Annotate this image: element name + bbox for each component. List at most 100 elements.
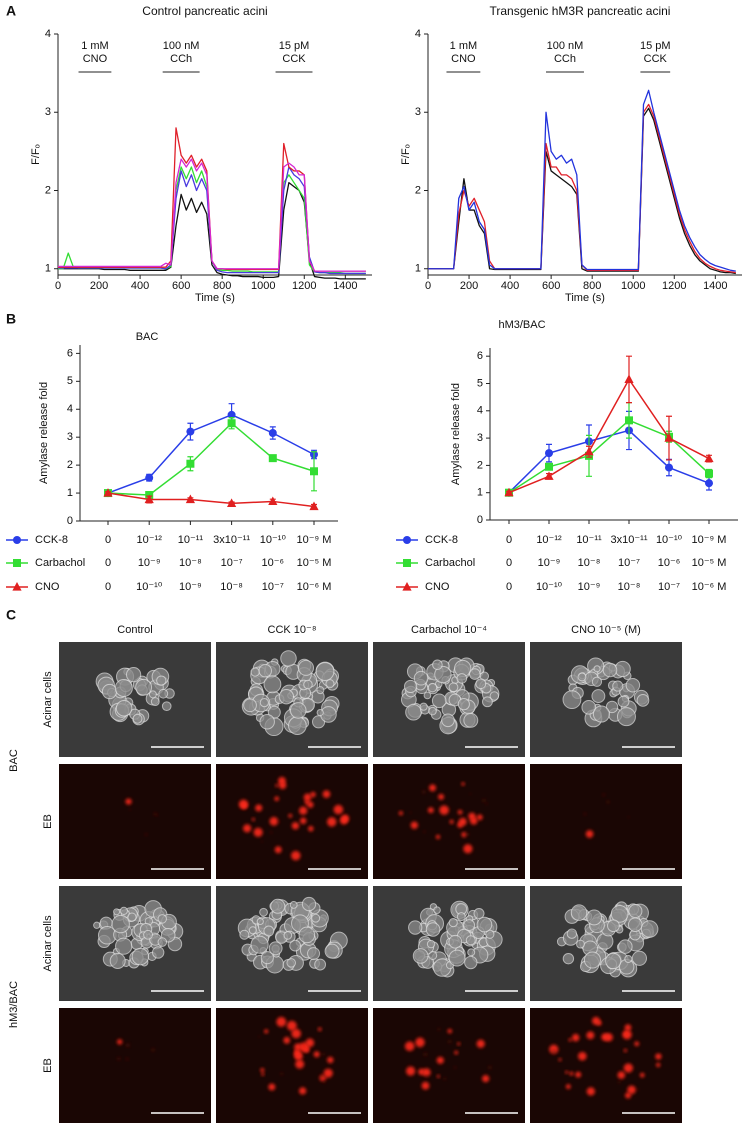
stain-spot [323,1068,333,1078]
data-point [186,427,195,436]
data-point [544,471,554,480]
data-point [584,446,594,456]
stain-spot [639,1072,645,1078]
stain-spot [313,1051,320,1058]
cell-outline [315,662,335,681]
cell-outline [283,931,293,940]
stain-spot [575,1071,582,1078]
stain-spot [317,1027,322,1032]
cell-outline [593,665,601,673]
stain-spot [426,1075,429,1078]
stain-spot [286,1020,297,1031]
stain-spot [421,790,426,794]
cell-outline [489,691,500,701]
stain-spot [291,822,300,830]
x-tick-label: 600 [172,280,190,292]
cell-outline [468,668,481,680]
stain-spot [656,1062,661,1068]
stain-spot [294,1043,302,1051]
trace [428,107,736,275]
x-tick-label: 0 [105,581,111,593]
image-background [59,642,211,757]
stain-spot [398,811,403,816]
cell-outline [425,922,441,937]
x-tick-label: 0 [506,581,512,593]
x-tick-label: 10⁻⁷ [658,581,680,593]
stain-spot [277,820,281,823]
image-background [59,1008,211,1123]
legend-label: Carbachol [35,557,85,569]
stimulus-label: 15 pM [640,40,671,52]
cell-outline [151,946,165,959]
x-tick-label: 10⁻⁹ [179,581,202,593]
stain-spot [125,1043,130,1048]
x-tick-label: 10⁻¹² [536,534,562,546]
series-line [107,422,315,496]
cell-outline [426,939,436,949]
x-tick-label: 10⁻⁹ [138,557,161,569]
cell-outline [463,712,479,728]
micrograph [373,642,525,757]
stain-spot [438,793,445,800]
chart-title: BAC [136,331,159,343]
y-tick-label: 3 [415,106,421,118]
column-header: CNO 10⁻⁵ (M) [571,624,641,636]
y-tick-label: 6 [477,350,483,362]
cell-outline [113,908,121,916]
y-tick-label: 1 [415,263,421,275]
trace [58,127,366,272]
micrograph [216,886,368,1001]
cell-outline [631,950,648,966]
stain-spot [409,811,412,814]
stain-spot [558,1058,562,1062]
data-point [227,410,236,419]
stain-spot [408,1064,411,1067]
chart-title: Control pancreatic acini [142,4,267,18]
cell-outline [434,665,452,684]
x-tick-label: 10⁻⁹ M [692,534,727,546]
stimulus-label: CCh [554,53,576,65]
trace [428,89,736,272]
cell-outline [583,951,601,969]
cell-outline [475,678,487,690]
data-point [227,419,236,428]
y-tick-label: 1 [45,263,51,275]
x-tick-label: 1400 [333,280,357,292]
stain-spot [406,1066,416,1076]
cell-outline [259,713,275,730]
stimulus-label: 100 nM [163,40,200,52]
image-background [59,764,211,879]
stain-spot [144,833,148,836]
column-header: Control [117,624,152,636]
stain-spot [268,1083,276,1091]
stain-spot [117,1039,123,1045]
cell-outline [591,689,606,703]
stain-spot [468,812,476,820]
legend-label: CCK-8 [35,534,68,546]
y-axis-label: F/Fₒ [400,144,412,165]
cell-outline [303,679,313,690]
stimulus-label: CCK [644,53,668,65]
y-axis-label: Amylase release fold [38,382,50,484]
cell-outline [115,937,133,955]
data-point [309,501,319,511]
x-tick-label: 1200 [292,280,316,292]
stain-spot [577,1051,587,1061]
micrograph [216,1008,368,1123]
trace [58,182,366,280]
x-axis-label: Time (s) [195,292,235,304]
stain-spot [627,1085,636,1095]
x-tick-label: 0 [105,557,111,569]
x-tick-label: 200 [460,280,478,292]
y-tick-label: 0 [477,514,483,526]
cell-outline [248,926,257,935]
cell-outline [93,921,101,929]
x-tick-label: 0 [506,534,512,546]
micrograph [373,764,525,879]
cell-outline [131,947,150,966]
x-tick-label: 10⁻⁹ [578,581,601,593]
stain-spot [421,1081,430,1090]
cell-outline [158,688,169,699]
panel-label: A [6,3,16,19]
data-point [268,496,278,506]
